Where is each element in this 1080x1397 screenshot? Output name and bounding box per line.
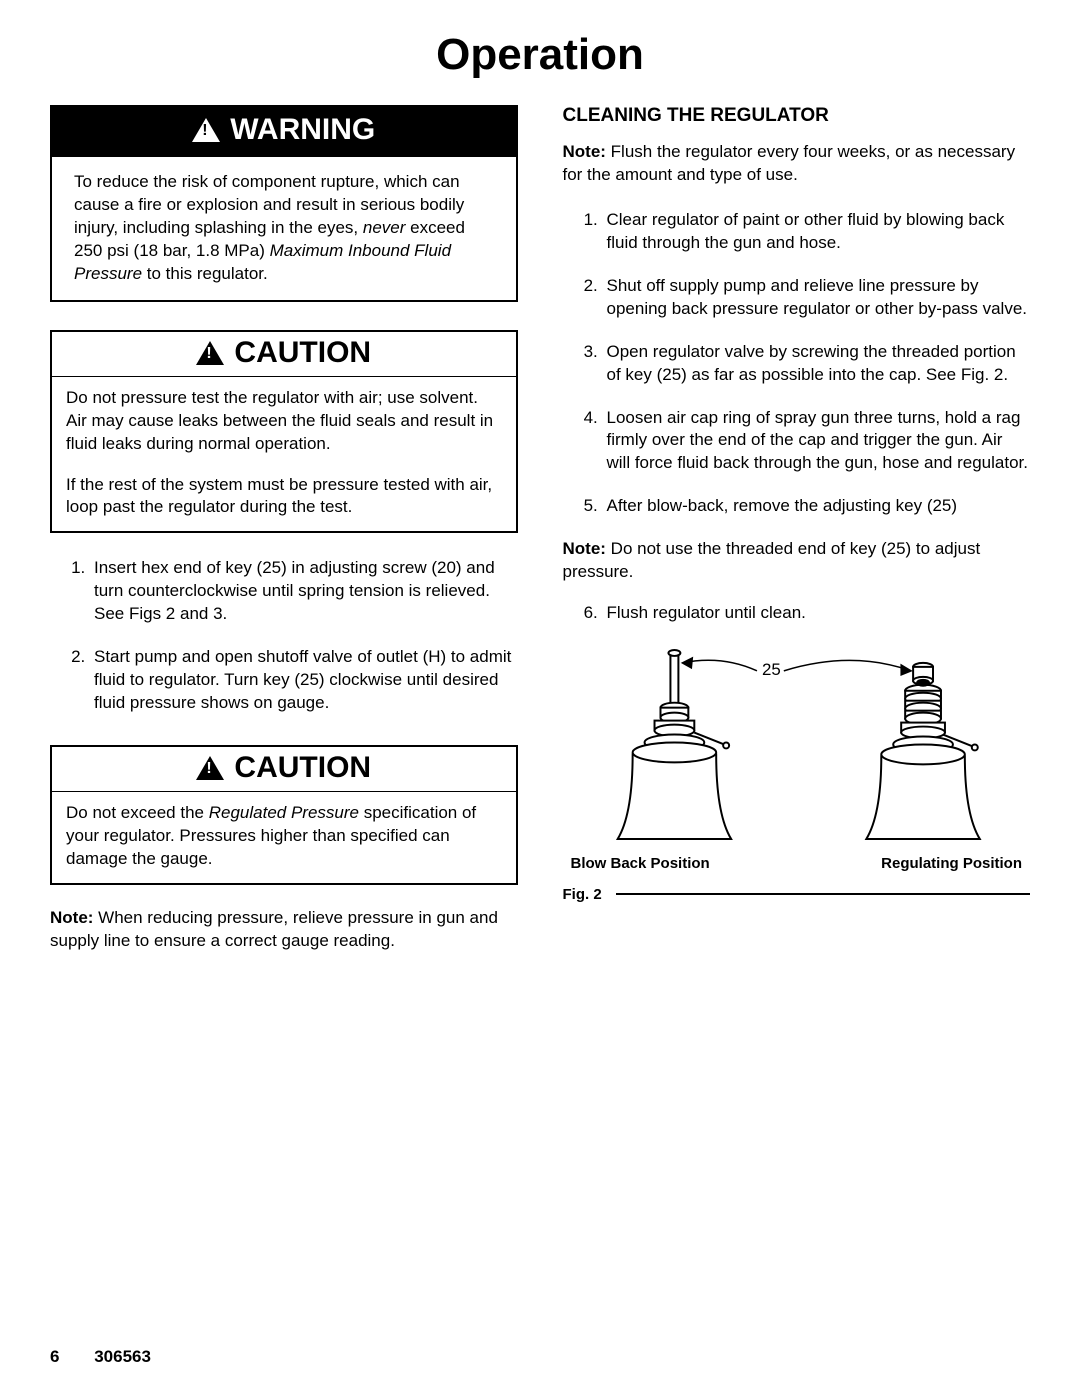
warning-italic-1: never <box>363 218 406 237</box>
alert-triangle-icon <box>196 341 224 365</box>
alert-triangle-icon <box>196 756 224 780</box>
figure-label-row: Fig. 2 <box>563 886 1031 903</box>
note-text: Flush the regulator every four weeks, or… <box>563 142 1016 184</box>
caution2-text-1: Do not exceed the <box>66 803 209 822</box>
right-step-6: Flush regulator until clean. <box>603 602 1031 625</box>
left-step-1: Insert hex end of key (25) in adjusting … <box>90 557 518 626</box>
caution1-p1: Do not pressure test the regulator with … <box>66 387 502 456</box>
two-column-layout: WARNING To reduce the risk of component … <box>50 105 1030 953</box>
right-note-2: Note: Do not use the threaded end of key… <box>563 538 1031 584</box>
caution-header-2: CAUTION <box>50 745 518 792</box>
regulating-label: Regulating Position <box>881 855 1022 872</box>
page-number: 6 <box>50 1347 59 1366</box>
right-step-5: After blow-back, remove the adjusting ke… <box>603 495 1031 518</box>
caution-body-1: Do not pressure test the regulator with … <box>50 377 518 534</box>
caution2-text: Do not exceed the Regulated Pressure spe… <box>66 802 502 871</box>
caution-label-2: CAUTION <box>234 751 371 785</box>
warning-text-3: to this regulator. <box>142 264 268 283</box>
warning-label: WARNING <box>230 113 375 147</box>
document-number: 306563 <box>94 1347 151 1366</box>
left-steps-list: Insert hex end of key (25) in adjusting … <box>50 557 518 715</box>
note2-text: Do not use the threaded end of key (25) … <box>563 539 981 581</box>
right-step-4: Loosen air cap ring of spray gun three t… <box>603 407 1031 476</box>
page-footer: 6 306563 <box>50 1347 151 1367</box>
right-note-1: Note: Flush the regulator every four wee… <box>563 141 1031 187</box>
note-text: When reducing pressure, relieve pressure… <box>50 908 498 950</box>
figure-2: 25 <box>563 645 1031 903</box>
left-note: Note: When reducing pressure, relieve pr… <box>50 907 518 953</box>
note-label: Note: <box>563 142 606 161</box>
figure-rule <box>616 893 1030 895</box>
caution-label-1: CAUTION <box>234 336 371 370</box>
right-steps-list-2: Flush regulator until clean. <box>563 602 1031 625</box>
note2-label: Note: <box>563 539 606 558</box>
right-heading: CLEANING THE REGULATOR <box>563 105 1031 127</box>
caution-box-2: CAUTION Do not exceed the Regulated Pres… <box>50 745 518 885</box>
left-step-2: Start pump and open shutoff valve of out… <box>90 646 518 715</box>
warning-text: To reduce the risk of component rupture,… <box>74 171 494 286</box>
caution-box-1: CAUTION Do not pressure test the regulat… <box>50 330 518 534</box>
callout-25: 25 <box>761 660 780 679</box>
caution1-p2: If the rest of the system must be pressu… <box>66 474 502 520</box>
note-label: Note: <box>50 908 93 927</box>
figure-caption-row: Blow Back Position Regulating Position <box>563 855 1031 872</box>
right-step-1: Clear regulator of paint or other fluid … <box>603 209 1031 255</box>
right-steps-list: Clear regulator of paint or other fluid … <box>563 209 1031 518</box>
warning-box: WARNING To reduce the risk of component … <box>50 105 518 302</box>
warning-body: To reduce the risk of component rupture,… <box>50 157 518 302</box>
caution-header-1: CAUTION <box>50 330 518 377</box>
caution2-italic-1: Regulated Pressure <box>209 803 359 822</box>
fig-2-label: Fig. 2 <box>563 886 602 903</box>
right-step-2: Shut off supply pump and relieve line pr… <box>603 275 1031 321</box>
caution-body-2: Do not exceed the Regulated Pressure spe… <box>50 792 518 885</box>
alert-triangle-icon <box>192 118 220 142</box>
right-step-3: Open regulator valve by screwing the thr… <box>603 341 1031 387</box>
right-column: CLEANING THE REGULATOR Note: Flush the r… <box>563 105 1031 953</box>
regulator-positions-diagram: 25 <box>563 645 1031 844</box>
blow-back-label: Blow Back Position <box>571 855 710 872</box>
warning-header: WARNING <box>50 105 518 157</box>
page-title: Operation <box>50 30 1030 80</box>
left-column: WARNING To reduce the risk of component … <box>50 105 518 953</box>
